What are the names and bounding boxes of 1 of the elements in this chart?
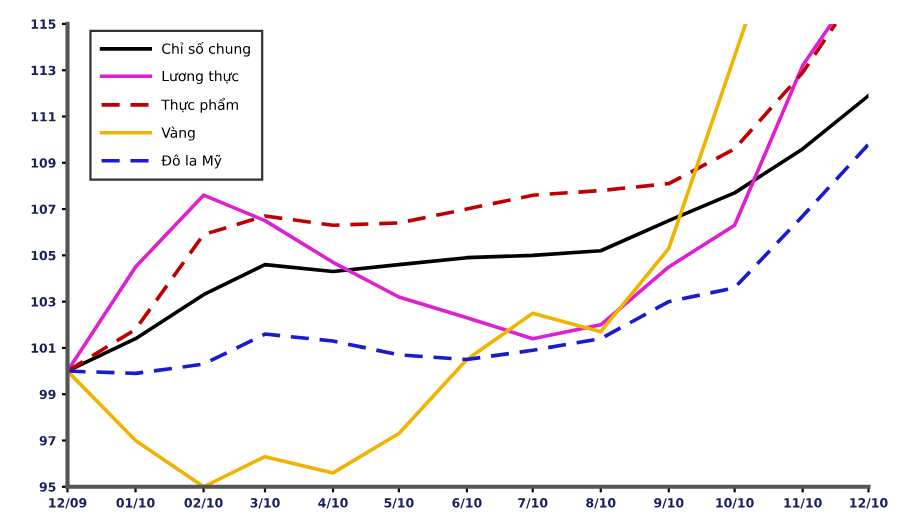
line-series [67,142,869,376]
